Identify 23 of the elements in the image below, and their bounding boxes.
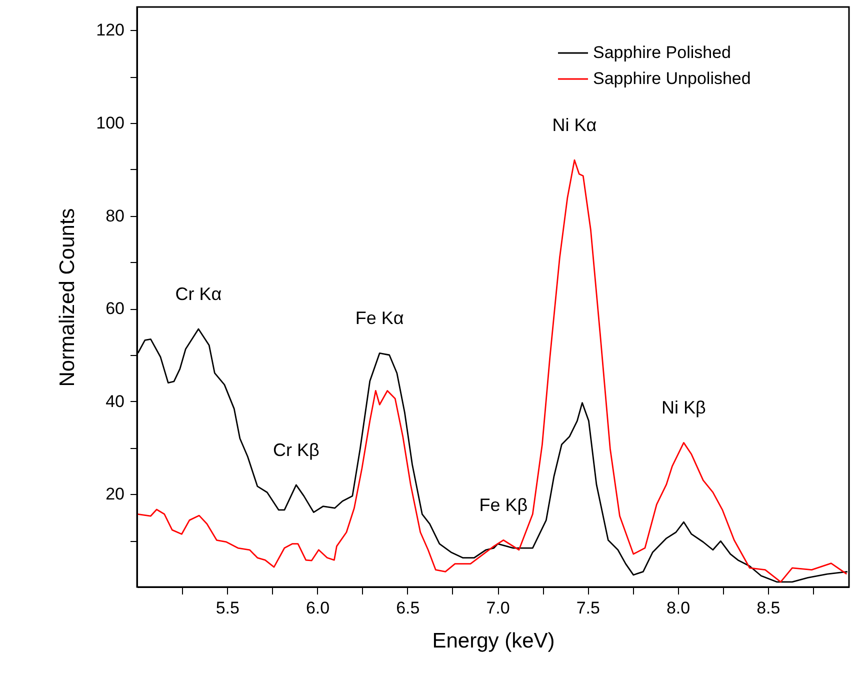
annotation: Cr Kβ [272,440,320,460]
annotation: Cr Kα [175,284,222,304]
y-tick-label: 120 [96,20,124,40]
y-tick-label: 60 [106,299,124,318]
x-tick-label: 8.0 [666,598,690,618]
x-tick-label: 6.0 [306,598,330,618]
y-tick-label: 100 [96,114,124,132]
annotation: Fe Kβ [479,495,528,516]
annotation: Fe Kα [355,308,404,328]
y-axis-title: Normalized Counts [56,208,80,387]
x-tick-label: 7.5 [576,598,600,618]
x-axis-title: Energy (keV) [432,630,555,652]
x-tick-label: 5.5 [216,598,240,618]
x-tick-label: 7.0 [486,598,510,618]
y-tick-label: 20 [106,484,124,504]
annotation: Ni Kα [552,115,597,136]
x-tick-label: 8.5 [756,598,780,618]
x-tick-label: 6.5 [396,598,420,618]
legend-label: Sapphire Unpolished [593,69,751,88]
annotation: Ni Kβ [662,398,706,418]
y-tick-label: 80 [106,206,124,226]
legend-label: Sapphire Polished [593,43,731,62]
y-tick-label: 40 [106,392,124,411]
